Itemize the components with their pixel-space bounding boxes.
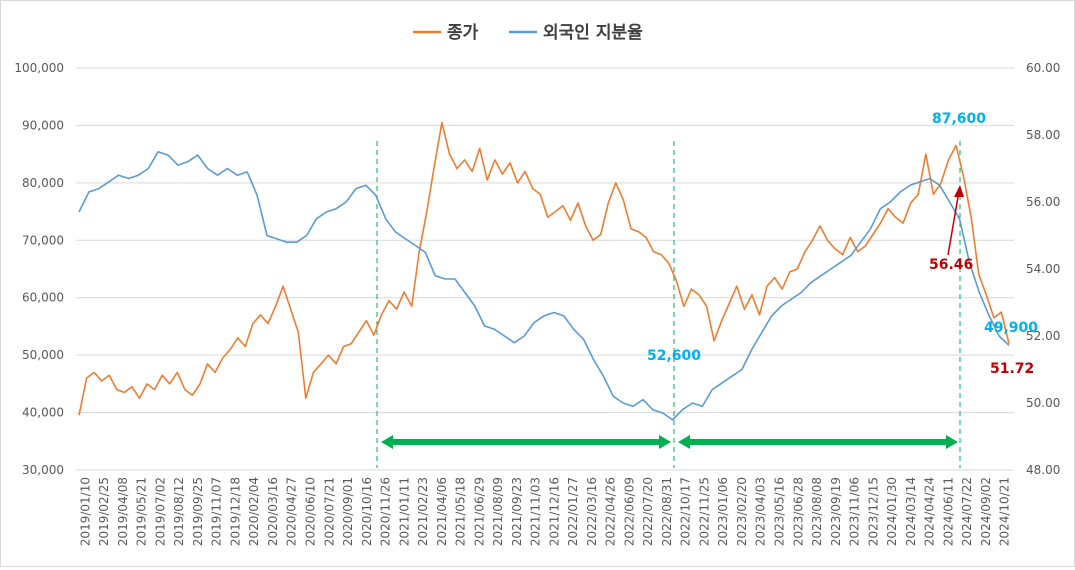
period-arrow-head — [678, 435, 690, 449]
period-arrow-head — [381, 435, 393, 449]
x-axis-tick-label: 2024/10/21 — [998, 477, 1012, 546]
left-axis-tick-label: 60,000 — [22, 291, 64, 305]
x-axis-tick-label: 2024/06/11 — [941, 477, 955, 546]
period-arrow-head — [946, 435, 958, 449]
x-axis-tick-label: 2019/05/21 — [135, 477, 149, 546]
x-axis-tick-label: 2023/05/16 — [773, 477, 787, 546]
right-axis-tick-label: 52.00 — [1026, 329, 1060, 343]
right-axis-ticks: 48.00 50.00 52.00 54.00 56.00 58.00 60.00 — [1026, 61, 1060, 477]
x-axis-tick-label: 2023/11/06 — [848, 477, 862, 546]
x-axis-tick-label: 2024/03/14 — [904, 477, 918, 546]
x-axis-tick-label: 2024/01/30 — [885, 477, 899, 546]
peak-share-pointer — [947, 190, 960, 256]
x-axis-tick-label: 2022/08/31 — [660, 477, 674, 546]
legend-label-foreign-share: 외국인 지분율 — [543, 23, 643, 43]
x-axis-tick-label: 2019/01/10 — [78, 477, 92, 546]
x-axis-tick-label: 2024/04/24 — [923, 477, 937, 546]
left-axis-tick-label: 80,000 — [22, 176, 64, 190]
x-axis-tick-label: 2021/05/18 — [454, 477, 468, 546]
x-axis-tick-label: 2022/06/09 — [622, 477, 636, 546]
x-axis-tick-label: 2021/02/23 — [416, 477, 430, 546]
x-axis-tick-label: 2020/10/16 — [360, 477, 374, 546]
trough-price-label: 52,600 — [647, 348, 701, 364]
x-axis-tick-label: 2022/10/17 — [679, 477, 693, 546]
x-axis-tick-label: 2020/07/21 — [322, 477, 336, 546]
x-axis-tick-label: 2019/08/12 — [172, 477, 186, 546]
right-axis-tick-label: 60.00 — [1026, 61, 1060, 75]
x-axis-tick-label: 2021/09/23 — [510, 477, 524, 546]
x-axis-tick-label: 2022/07/20 — [641, 477, 655, 546]
x-axis-tick-label: 2023/08/08 — [810, 477, 824, 546]
x-axis-tick-label: 2022/04/26 — [604, 477, 618, 546]
x-axis-tick-label: 2023/09/19 — [829, 477, 843, 546]
x-axis-tick-label: 2023/01/06 — [716, 477, 730, 546]
x-axis-tick-label: 2021/12/16 — [547, 477, 561, 546]
left-axis-tick-label: 40,000 — [22, 406, 64, 420]
x-axis-tick-label: 2021/04/06 — [435, 477, 449, 546]
last-share-label: 51.72 — [990, 361, 1034, 377]
x-axis-tick-label: 2022/11/25 — [697, 477, 711, 546]
annotations: 87,600 52,600 49,900 56.46 51.72 — [647, 111, 1038, 377]
series-lines — [78, 121, 1010, 421]
right-axis-tick-label: 50.00 — [1026, 396, 1060, 410]
left-axis-tick-label: 90,000 — [22, 118, 64, 132]
x-axis-tick-label: 2019/09/25 — [191, 477, 205, 546]
right-axis-tick-label: 56.00 — [1026, 195, 1060, 209]
x-axis-tick-label: 2020/02/04 — [247, 477, 261, 546]
last-price-label: 49,900 — [984, 320, 1038, 336]
right-axis-tick-label: 54.00 — [1026, 262, 1060, 276]
x-axis-tick-label: 2021/01/11 — [397, 477, 411, 546]
close-price-line — [78, 121, 1010, 416]
x-axis-tick-label: 2022/01/27 — [566, 477, 580, 546]
x-axis-tick-label: 2023/02/20 — [735, 477, 749, 546]
x-axis-ticks: 2019/01/10 2019/02/25 2019/04/08 2019/05/21… — [78, 477, 1011, 546]
x-axis-tick-label: 2019/02/25 — [97, 477, 111, 546]
right-axis-tick-label: 58.00 — [1026, 128, 1060, 142]
x-axis-tick-label: 2019/07/02 — [153, 477, 167, 546]
x-axis-tick-label: 2021/11/03 — [529, 477, 543, 546]
gridlines — [76, 67, 1014, 471]
x-axis-tick-label: 2021/06/29 — [472, 477, 486, 546]
left-axis-tick-label: 70,000 — [22, 233, 64, 247]
period-guides — [376, 141, 961, 468]
left-axis-tick-label: 30,000 — [22, 463, 64, 477]
peak-share-label: 56.46 — [929, 257, 973, 273]
foreign-share-line — [78, 151, 1010, 421]
legend-label-close: 종가 — [447, 23, 479, 43]
x-axis-tick-label: 2023/06/28 — [791, 477, 805, 546]
x-axis-tick-label: 2020/03/16 — [266, 477, 280, 546]
peak-share-arrowhead — [954, 185, 964, 197]
x-axis-tick-label: 2020/06/10 — [304, 477, 318, 546]
peak-price-label: 87,600 — [932, 111, 986, 127]
x-axis-tick-label: 2019/12/18 — [228, 477, 242, 546]
period-arrow-head — [659, 435, 671, 449]
x-axis-tick-label: 2020/11/26 — [379, 477, 393, 546]
left-axis-tick-label: 100,000 — [14, 61, 64, 75]
right-axis-tick-label: 48.00 — [1026, 463, 1060, 477]
left-axis-ticks: 30,000 40,000 50,000 60,000 70,000 80,000 90,0… — [14, 61, 64, 477]
x-axis-tick-label: 2024/07/22 — [960, 477, 974, 546]
x-axis-tick-label: 2023/12/15 — [866, 477, 880, 546]
x-axis-tick-label: 2021/08/09 — [491, 477, 505, 546]
x-axis-tick-label: 2020/04/27 — [285, 477, 299, 546]
x-axis-tick-label: 2020/09/01 — [341, 477, 355, 546]
legend: 종가 외국인 지분율 — [413, 23, 643, 43]
x-axis-tick-label: 2024/09/02 — [979, 477, 993, 546]
x-axis-tick-label: 2023/04/03 — [754, 477, 768, 546]
left-axis-tick-label: 50,000 — [22, 348, 64, 362]
x-axis-tick-label: 2019/04/08 — [116, 477, 130, 546]
x-axis-tick-label: 2022/03/16 — [585, 477, 599, 546]
x-axis-tick-label: 2019/11/07 — [210, 477, 224, 546]
